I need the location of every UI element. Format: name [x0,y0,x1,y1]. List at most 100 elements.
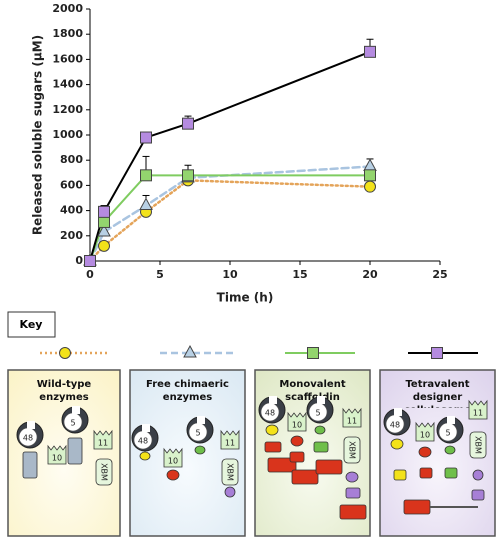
marker [98,239,110,252]
panel-title: Wild-type enzymes [36,379,92,403]
marker [364,45,376,58]
cbm-module [220,429,240,450]
module-part [418,446,432,458]
panel-title-box: Free chimaeric enzymes [146,379,229,403]
catalytic-notch [269,396,277,404]
module-part [264,441,282,453]
catalytic-notch [142,424,150,432]
catalytic-notch [447,416,455,424]
module-part [67,437,83,465]
y-tick-label: 200 [60,229,83,242]
module-label: XBM [348,441,357,459]
marker [182,117,194,130]
marker [364,180,376,193]
y-tick-label: 1000 [52,128,83,141]
module-part [291,469,319,485]
marker [363,158,377,171]
module-part [194,445,206,455]
x-tick-label: 0 [86,268,94,281]
cbm-module [468,399,488,420]
module-part [419,467,433,479]
marker [140,131,152,144]
x-tick-label: 10 [222,268,238,281]
module-part [313,441,329,453]
panel-title-box: Wild-type enzymes [36,379,92,403]
marker [139,197,153,211]
module-part [472,469,484,481]
module-part [289,451,305,463]
module-part [139,451,151,461]
x-tick-label: 15 [292,268,307,281]
module-label: XBM [474,436,483,454]
series-line [88,165,372,263]
marker [98,215,110,228]
module-part [314,425,326,435]
marker [182,169,194,182]
series-line [89,50,371,262]
module-part [444,467,458,479]
module-part [265,424,279,436]
y-tick-label: 1200 [52,103,83,116]
catalytic-notch [27,421,35,429]
panel-title: Monovalent scaffoldin [279,379,346,403]
cbm-module [93,429,113,450]
panel-title-box: Tetravalent designer cellulosome [404,379,471,408]
legend-marker [183,344,197,358]
module-part [267,457,297,473]
module-label: XBM [100,463,109,481]
module-label: 10 [292,421,302,430]
module-label: 5 [195,429,200,438]
module-label: 11 [347,417,357,426]
x-tick-label: 5 [156,268,164,281]
module-label: 48 [138,437,148,446]
marker [140,169,152,182]
module-label: 5 [315,409,320,418]
module-label: 5 [70,419,75,428]
y-tick-label: 800 [60,153,83,166]
marker [364,169,376,182]
module-part [339,504,367,520]
module-part [166,469,180,481]
module-label: 5 [445,429,450,438]
module-label: 10 [420,431,430,440]
panel-title-box: Monovalent scaffoldin [279,379,346,403]
xbm-module [343,436,361,464]
catalytic-notch [72,406,80,414]
key-title: Key [20,318,43,331]
panel-title: Free chimaeric enzymes [146,379,229,403]
y-tick-label: 1400 [52,78,83,91]
module-label: 10 [52,454,62,463]
marker [84,255,96,267]
xbm-module [221,458,239,486]
key-box [7,311,56,338]
y-tick-label: 0 [75,254,83,267]
x-tick-label: 20 [362,268,378,281]
module-label: 11 [98,439,108,448]
y-tick-label: 1600 [52,52,83,65]
series-line [89,174,371,262]
catalytic-notch [394,408,402,416]
y-tick-label: 2000 [52,2,83,15]
legend-marker [431,347,443,359]
module-label: XBM [226,463,235,481]
cbm-module [47,444,67,465]
xbm-module [95,458,113,486]
module-part [403,499,431,515]
catalytic-notch [197,416,205,424]
module-part [22,451,38,479]
y-tick-label: 600 [60,178,83,191]
marker [97,223,111,237]
catalytic-notch [317,396,325,404]
module-label: 48 [23,434,33,443]
y-tick-label: 400 [60,204,83,217]
cbm-module [415,421,435,442]
module-label: 11 [473,409,483,418]
module-part [315,459,343,475]
module-part [290,435,304,447]
panel [129,369,246,537]
legend-marker [59,347,71,359]
module-label: 48 [390,421,400,430]
legend-marker [307,347,319,359]
module-label: 10 [168,457,178,466]
